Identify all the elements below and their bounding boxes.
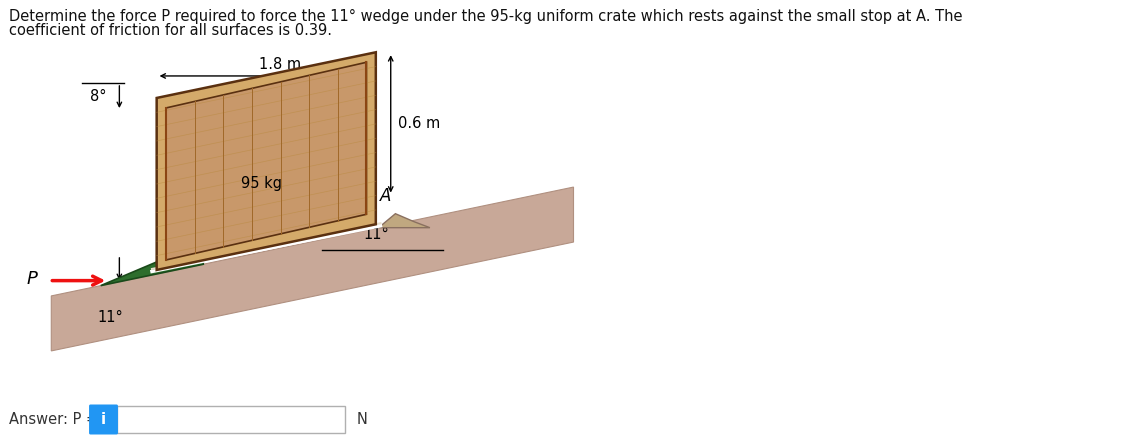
Polygon shape (379, 214, 430, 228)
Text: i: i (100, 411, 106, 426)
Text: P: P (26, 269, 38, 288)
Text: Answer: P =: Answer: P = (9, 411, 103, 426)
Text: A: A (380, 187, 391, 205)
Text: 1.8 m: 1.8 m (259, 57, 301, 72)
Text: 11°: 11° (364, 227, 389, 242)
Text: 0.6 m: 0.6 m (398, 116, 440, 131)
Text: N: N (356, 411, 367, 426)
Polygon shape (165, 62, 366, 260)
FancyBboxPatch shape (89, 404, 118, 434)
Text: 95 kg: 95 kg (241, 176, 282, 191)
Polygon shape (156, 52, 375, 270)
Text: coefficient of friction for all surfaces is 0.39.: coefficient of friction for all surfaces… (9, 23, 332, 38)
Text: 8°: 8° (89, 89, 106, 104)
Polygon shape (51, 187, 574, 351)
Text: 11°: 11° (97, 310, 123, 325)
FancyBboxPatch shape (116, 406, 345, 433)
Polygon shape (100, 242, 203, 286)
Text: Determine the force P required to force the 11° wedge under the 95-kg uniform cr: Determine the force P required to force … (9, 9, 963, 24)
